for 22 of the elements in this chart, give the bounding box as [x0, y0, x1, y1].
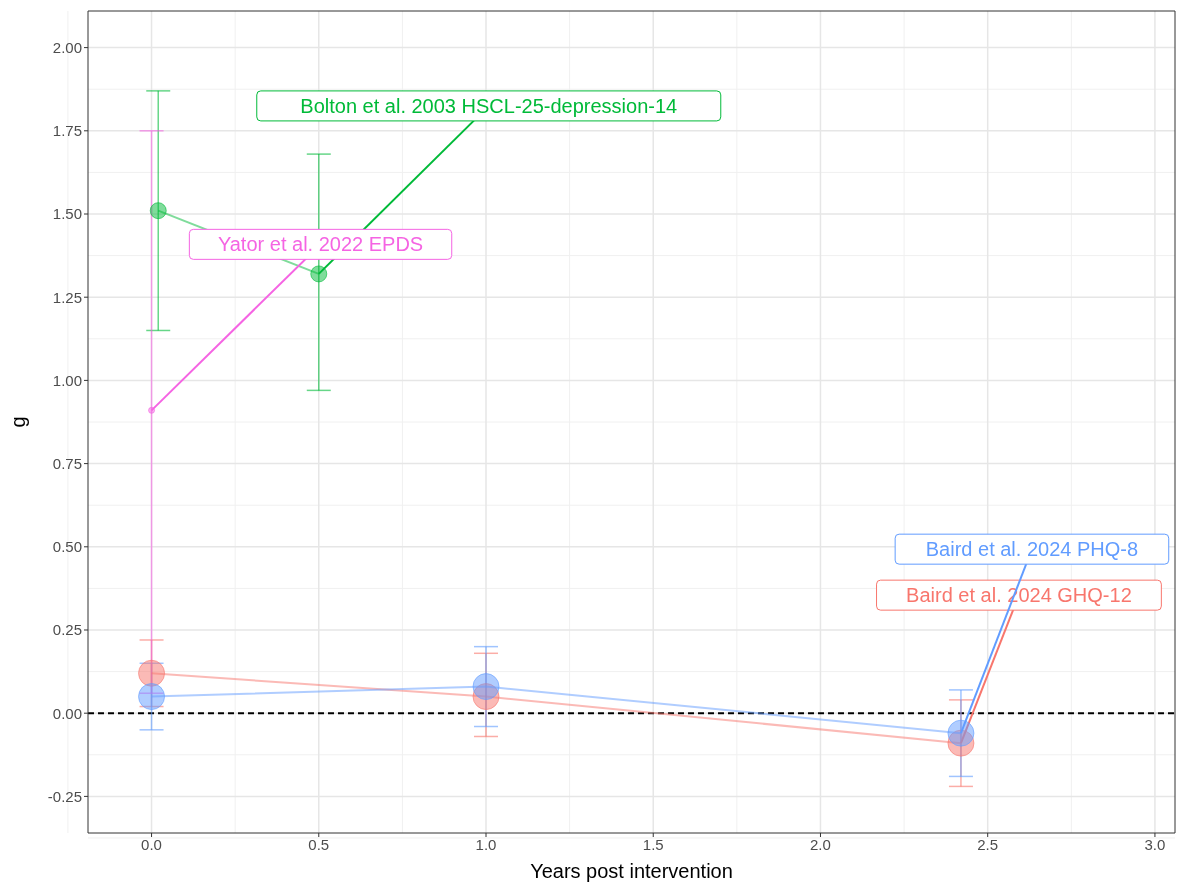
x-tick-label: 2.0 [810, 835, 831, 853]
y-tick-label: 0.00 [52, 704, 82, 722]
text: Baird et al. 2024 PHQ-8 [925, 538, 1139, 561]
text: Yator et al. 2022 EPDS [217, 233, 424, 256]
x-tick-label: 1.0 [475, 835, 497, 853]
x-tick-label: 0.0 [141, 835, 162, 853]
y-tick-label: 2.00 [52, 38, 82, 56]
x-tick-label: 0.5 [308, 835, 330, 853]
y-tick-label: 0.50 [52, 538, 82, 556]
x-tick-label: 3.0 [1144, 835, 1166, 853]
x-axis-title: Years post intervention [530, 860, 733, 882]
y-tick-label: 1.00 [52, 371, 82, 389]
y-tick-label: 1.50 [52, 205, 82, 223]
y-tick-label: -0.25 [47, 787, 82, 805]
y-axis-title: g [7, 416, 30, 428]
y-tick-label: 1.25 [52, 288, 82, 306]
y-tick-label: 0.25 [52, 621, 82, 639]
y-tick-label: 0.75 [52, 454, 82, 472]
x-tick-label: 1.5 [642, 835, 664, 853]
text: Bolton et al. 2003 HSCL-25-depression-14 [300, 94, 678, 117]
y-tick-label: 1.75 [52, 122, 82, 140]
x-tick-label: 2.5 [977, 835, 999, 853]
